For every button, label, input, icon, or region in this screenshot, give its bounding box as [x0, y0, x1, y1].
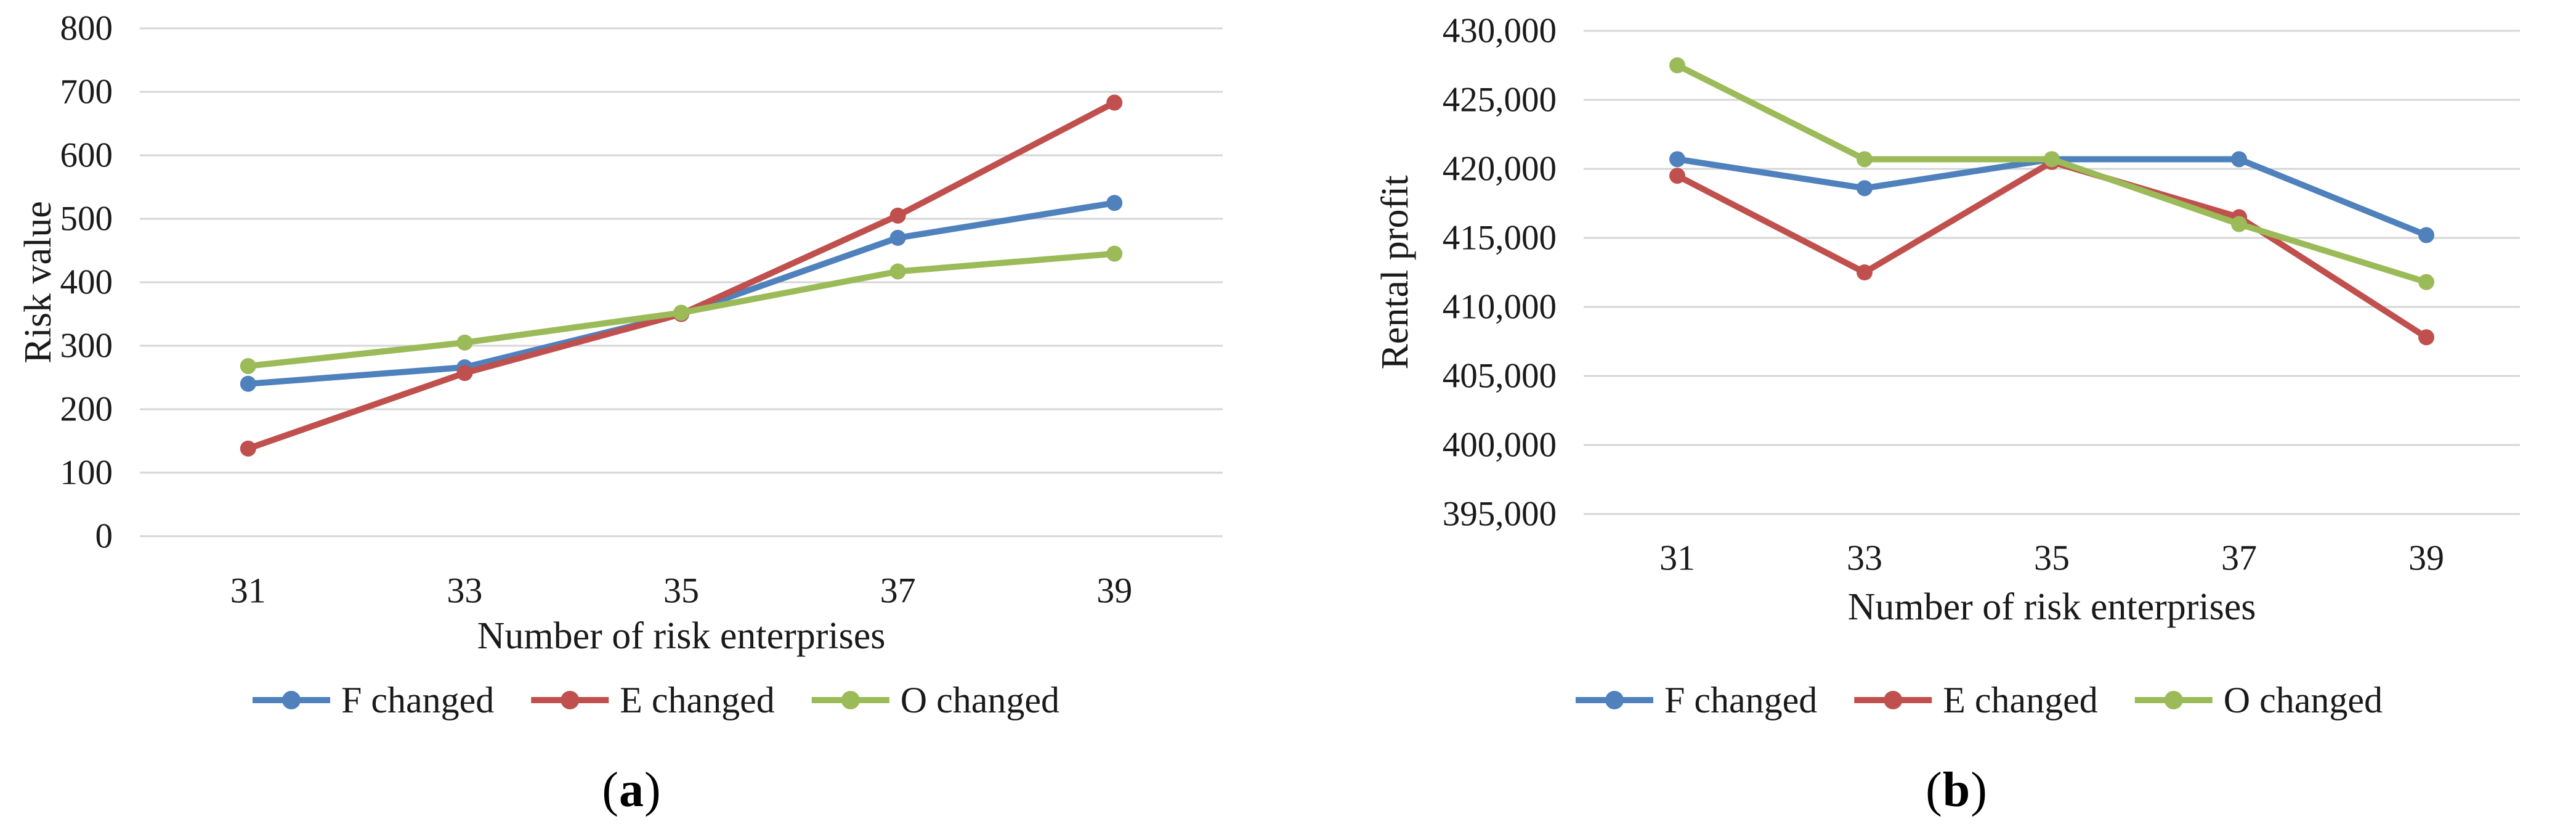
x-tick-label: 33	[447, 571, 482, 611]
legend-item-e-changed: E changed	[1854, 680, 2098, 720]
caption-paren-close: )	[644, 763, 662, 817]
series-o-changed-marker	[889, 263, 906, 280]
subfigure-caption-b: (b)	[1313, 765, 2576, 815]
caption-letter: b	[1942, 763, 1971, 817]
x-axis-tick-labels: 31 33 35 37 39	[1659, 538, 2444, 578]
x-tick-label: 31	[1659, 538, 1695, 578]
gridlines	[1584, 30, 2520, 515]
legend-label: O changed	[901, 680, 1059, 720]
legend-marker	[841, 691, 860, 709]
series-e-changed-marker	[1857, 264, 1873, 280]
series-f-changed-line	[245, 200, 1118, 387]
caption-paren-open: (	[602, 763, 619, 817]
y-axis-title: Risk value	[17, 201, 59, 363]
series-o-changed-marker	[2418, 274, 2434, 290]
y-tick-label: 300	[60, 327, 113, 365]
legend-marker	[2164, 691, 2183, 709]
legend-marker	[1605, 691, 1624, 709]
risk-value-line-chart: 0 100 200 300 400 500 600 700 800 31 33 35 37 39 Numbe…	[17, 9, 1223, 720]
series-f-changed-marker	[1669, 151, 1685, 168]
series-f-changed-marker	[2418, 227, 2434, 243]
series-o-changed-marker	[1857, 151, 1873, 168]
x-tick-label: 39	[2408, 538, 2444, 578]
y-axis-tick-labels: 0 100 200 300 400 500 600 700 800	[60, 9, 113, 556]
y-tick-label: 100	[60, 454, 113, 492]
legend-marker	[561, 691, 580, 709]
x-tick-label: 33	[1847, 538, 1882, 578]
legend-label: E changed	[620, 680, 775, 720]
legend-item-e-changed: E changed	[531, 680, 775, 720]
series-o-changed-marker	[2044, 151, 2060, 168]
x-tick-label: 35	[663, 571, 699, 611]
series-f-changed-line	[1674, 156, 2429, 239]
x-tick-label: 37	[2221, 538, 2257, 578]
y-tick-label: 200	[60, 390, 113, 429]
y-tick-label: 415,000	[1443, 219, 1557, 258]
subfigure-caption-a: (a)	[0, 765, 1276, 815]
y-tick-label: 0	[95, 517, 113, 556]
y-tick-label: 500	[60, 200, 113, 239]
x-tick-label: 31	[230, 571, 266, 611]
y-tick-label: 430,000	[1443, 12, 1557, 51]
series-f-changed-marker	[240, 375, 256, 392]
gridlines	[140, 27, 1223, 537]
y-tick-label: 395,000	[1443, 495, 1557, 534]
series-f-changed-marker	[2231, 151, 2247, 168]
y-tick-label: 420,000	[1443, 150, 1557, 189]
y-tick-label: 700	[60, 73, 113, 112]
caption-letter: a	[619, 763, 644, 817]
y-tick-label: 425,000	[1443, 81, 1557, 120]
legend-label: F changed	[1664, 680, 1817, 720]
series-f-changed-marker	[1857, 180, 1873, 197]
y-tick-label: 405,000	[1443, 357, 1557, 396]
x-axis-title: Number of risk enterprises	[477, 615, 886, 657]
x-tick-label: 35	[2034, 538, 2070, 578]
series-o-changed-marker	[456, 334, 473, 351]
series-o-changed-marker	[1106, 245, 1123, 262]
legend-label: O changed	[2224, 680, 2383, 720]
series-e-changed-marker	[2418, 329, 2434, 346]
legend-item-f-changed: F changed	[252, 680, 494, 720]
y-axis-title: Rental profit	[1374, 175, 1416, 369]
legend-item-o-changed: O changed	[811, 680, 1059, 720]
series-e-changed-marker	[456, 365, 473, 381]
series-e-changed-marker	[1106, 94, 1123, 111]
series-o-changed-marker	[1669, 57, 1685, 73]
chart-panel-a: 0 100 200 300 400 500 600 700 800 31 33 35 37 39 Numbe…	[0, 9, 1276, 815]
series-e-changed-marker	[1669, 168, 1685, 184]
legend-label: E changed	[1943, 680, 2098, 720]
series-e-changed-marker	[889, 207, 906, 224]
x-tick-label: 39	[1096, 571, 1132, 611]
series-e-changed-marker	[240, 440, 256, 457]
y-tick-label: 410,000	[1443, 288, 1557, 327]
series-f-changed-marker	[889, 229, 906, 246]
chart-panel-b: 395,000 400,000 405,000 410,000 415,000 420,0…	[1288, 0, 2576, 840]
legend-item-f-changed: F changed	[1575, 680, 1817, 720]
series-o-changed-marker	[240, 357, 256, 374]
legend: F changed E changed O changed	[252, 680, 1059, 720]
legend: F changed E changed O changed	[1575, 680, 2383, 720]
y-axis-tick-labels: 395,000 400,000 405,000 410,000 415,000 420,0…	[1443, 12, 1557, 534]
legend-marker	[1884, 691, 1903, 709]
legend-marker	[281, 691, 301, 709]
y-tick-label: 600	[60, 136, 113, 175]
series-f-changed-marker	[1106, 195, 1123, 211]
x-axis-tick-labels: 31 33 35 37 39	[230, 571, 1132, 611]
legend-label: F changed	[341, 680, 494, 720]
caption-paren-close: )	[1970, 763, 1988, 817]
rental-profit-line-chart: 395,000 400,000 405,000 410,000 415,000 420,0…	[1374, 12, 2520, 720]
y-tick-label: 400,000	[1443, 426, 1557, 465]
x-tick-label: 37	[880, 571, 916, 611]
x-axis-title: Number of risk enterprises	[1848, 586, 2256, 628]
series-o-changed-marker	[2231, 216, 2247, 232]
caption-paren-open: (	[1926, 763, 1943, 817]
series-o-changed-marker	[673, 304, 689, 321]
y-tick-label: 800	[60, 9, 113, 48]
y-tick-label: 400	[60, 263, 113, 302]
legend-item-o-changed: O changed	[2134, 680, 2383, 720]
